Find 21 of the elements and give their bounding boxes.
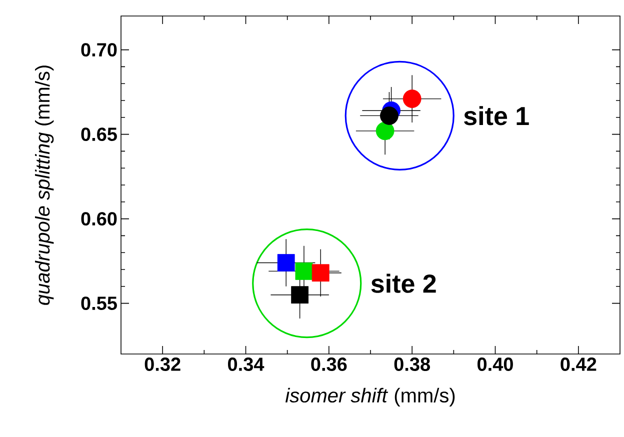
point	[376, 122, 394, 140]
point	[312, 264, 330, 282]
x-tick-label: 0.40	[478, 358, 513, 371]
point	[291, 286, 309, 304]
y-tick-label: 0.70	[81, 43, 117, 57]
x-tick-label: 0.36	[311, 358, 347, 372]
point	[295, 262, 313, 280]
point	[277, 254, 295, 272]
x-tick-label: 0.34	[228, 358, 264, 372]
y-tick-label: 0.60	[81, 212, 117, 226]
x-axis-title: isomer shift (mm/s)	[285, 388, 455, 406]
y-axis-title: quadrupole splitting (mm/s)	[35, 66, 54, 305]
x-tick-label: 0.38	[394, 358, 430, 372]
x-tick-label: 0.32	[144, 358, 180, 372]
annotation: site 1	[464, 106, 529, 126]
point	[402, 90, 422, 108]
annotation: site 2	[371, 274, 436, 293]
y-tick-label: 0.65	[81, 128, 117, 142]
y-tick-label: 0.55	[81, 296, 117, 310]
x-tick-label: 0.42	[560, 358, 596, 371]
point	[380, 106, 398, 125]
